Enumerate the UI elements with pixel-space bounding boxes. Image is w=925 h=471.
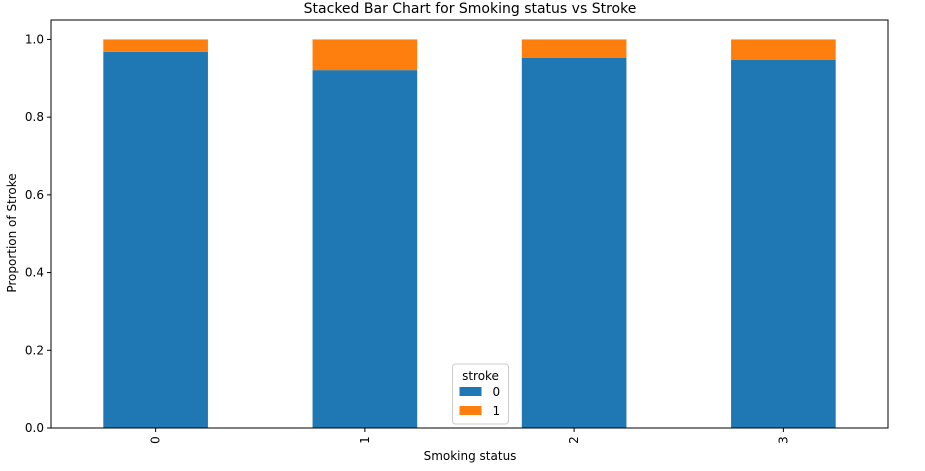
- legend-swatch-0: [459, 387, 482, 396]
- bar-2-stroke-0: [521, 57, 627, 428]
- chart-title: Stacked Bar Chart for Smoking status vs …: [304, 1, 637, 17]
- x-tick-label: 1: [358, 436, 372, 444]
- bars-layer: [103, 39, 836, 429]
- y-tick-label: 0.0: [25, 421, 44, 435]
- legend-swatch-1: [459, 406, 482, 415]
- y-tick-label: 1.0: [25, 32, 44, 46]
- axes-layer: 0.0 0.2 0.4 0.6 0.8 1.0 0 1 2 3: [25, 19, 889, 444]
- y-axis-label: Proportion of Stroke: [5, 173, 19, 292]
- bar-0-stroke-0: [103, 51, 208, 429]
- bar-0-stroke-1: [103, 39, 208, 52]
- y-tick-label: 0.6: [25, 188, 44, 202]
- legend-label-0: 0: [493, 385, 501, 399]
- legend: stroke 0 1: [452, 363, 509, 425]
- plot-frame: [50, 19, 889, 429]
- x-tick-label: 3: [776, 436, 790, 444]
- bar-3-stroke-1: [731, 39, 836, 61]
- bar-3-stroke-0: [731, 60, 836, 429]
- y-tick-label: 0.2: [25, 343, 44, 357]
- legend-title: stroke: [462, 369, 499, 383]
- x-tick-label: 0: [149, 436, 163, 444]
- x-tick-label: 2: [567, 436, 581, 444]
- y-tick-label: 0.4: [25, 266, 44, 280]
- bar-1-stroke-1: [312, 39, 418, 71]
- legend-label-1: 1: [493, 404, 501, 418]
- bar-1-stroke-0: [312, 70, 418, 428]
- y-tick-label: 0.8: [25, 110, 44, 124]
- x-axis-label: Smoking status: [424, 449, 517, 463]
- bar-2-stroke-1: [521, 39, 627, 58]
